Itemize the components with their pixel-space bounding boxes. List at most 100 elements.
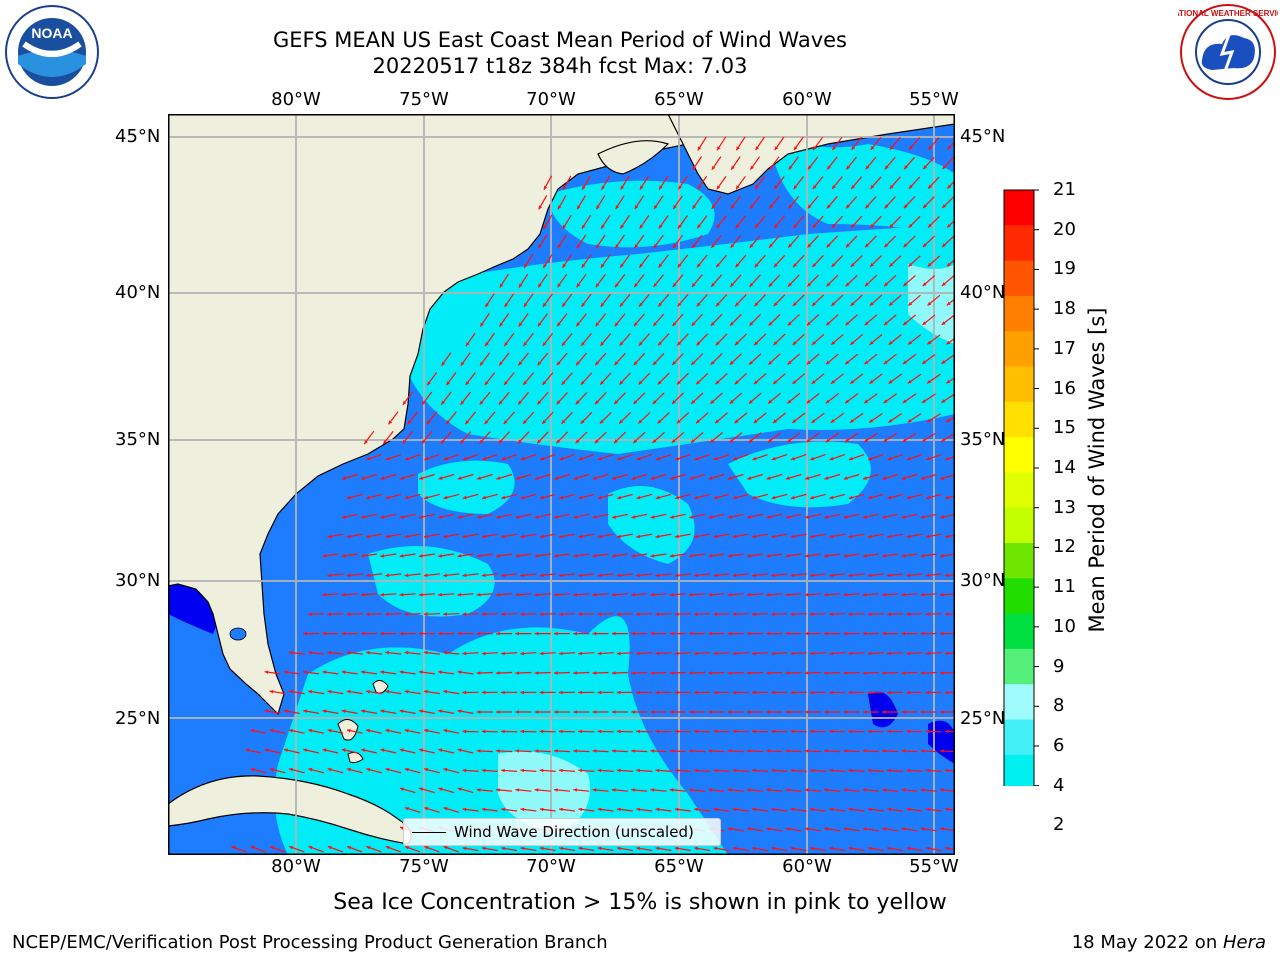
wave-direction-arrowhead (477, 476, 482, 480)
colorbar-segment (1004, 648, 1034, 685)
wave-direction-arrowhead (865, 204, 870, 209)
wave-direction-arrowhead (385, 767, 390, 772)
wave-direction-arrowhead (941, 438, 946, 442)
wave-direction-arrowhead (754, 263, 759, 268)
wave-direction-arrowhead (388, 420, 393, 425)
wave-direction-arrowhead (443, 689, 448, 694)
wave-direction-arrowhead (573, 788, 578, 792)
wave-direction-arrowhead (882, 476, 887, 480)
wave-direction-arrowhead (754, 302, 759, 307)
wave-direction-arrowhead (771, 534, 776, 539)
wave-direction-arrowhead (812, 224, 817, 228)
wave-direction-arrowhead (672, 283, 677, 287)
wave-direction-arrowhead (515, 710, 519, 714)
wave-direction-arrowhead (385, 495, 390, 500)
wave-direction-arrowhead (824, 554, 829, 558)
wave-direction-arrowhead (785, 476, 790, 480)
wave-direction-arrowhead (399, 554, 404, 558)
wave-direction-arrowhead (824, 671, 828, 675)
wave-direction-arrowhead (862, 671, 867, 675)
wave-direction-arrowhead (520, 690, 524, 695)
wave-direction-arrowhead (457, 515, 462, 519)
wave-direction-arrowhead (308, 689, 312, 694)
nws-logo-text: NATIONAL WEATHER SERVICE (1178, 9, 1278, 18)
wave-direction-arrowhead (485, 303, 489, 308)
wave-direction-arrowhead (785, 554, 790, 558)
wave-direction-arrowhead (696, 302, 701, 307)
wave-direction-arrowhead (669, 554, 674, 558)
wave-direction-arrowhead (559, 690, 563, 695)
wave-direction-arrowhead (673, 244, 677, 248)
wave-direction-arrowhead (443, 612, 447, 616)
wave-direction-arrowhead (402, 400, 407, 405)
wave-direction-arrowhead (650, 788, 655, 792)
wave-direction-arrowhead (806, 399, 811, 404)
wave-direction-arrowhead (792, 341, 797, 345)
wave-direction-arrowhead (611, 631, 616, 636)
wave-direction-arrowhead (573, 749, 577, 753)
lon-label-bottom-65w: 65°W (654, 856, 704, 877)
wave-direction-arrowhead (675, 495, 679, 500)
colorbar-segment (1004, 578, 1034, 615)
wave-direction-arrowhead (734, 419, 739, 424)
wave-direction-arrowhead (600, 341, 605, 346)
wave-direction-arrowhead (597, 846, 602, 851)
wave-direction-arrowhead (264, 670, 269, 674)
wave-direction-arrowhead (736, 146, 740, 151)
wave-direction-arrowhead (499, 322, 503, 327)
wave-direction-arrowhead (940, 827, 944, 831)
wave-direction-arrowhead (945, 729, 949, 734)
wave-direction-arrowhead (848, 612, 853, 616)
wave-direction-arrowhead (457, 631, 462, 636)
footer-organization: NCEP/EMC/Verification Post Processing Pr… (12, 932, 608, 953)
wave-direction-arrowhead (713, 768, 718, 773)
wave-direction-arrowhead (790, 690, 795, 695)
wave-direction-arrowhead (462, 651, 467, 656)
wave-direction-arrowhead (465, 381, 470, 386)
wave-direction-arrowhead (559, 651, 563, 656)
wave-direction-arrowhead (771, 456, 776, 461)
wave-direction-arrowhead (771, 807, 776, 812)
wave-direction-arrowhead (501, 651, 505, 656)
colorbar-tick-label: 16 (1053, 377, 1076, 399)
wave-direction-arrowhead (438, 787, 443, 791)
wave-direction-arrowhead (617, 807, 621, 812)
wave-direction-arrowhead (615, 283, 619, 288)
wave-direction-arrowhead (829, 846, 834, 851)
wave-direction-arrowhead (694, 846, 698, 851)
wave-direction-arrowhead (419, 515, 423, 519)
wave-direction-arrowhead (887, 729, 891, 734)
wave-direction-arrowhead (342, 476, 346, 480)
wave-direction-arrowhead (790, 729, 795, 734)
wave-direction-arrowhead (851, 224, 855, 228)
wave-direction-arrowhead (534, 749, 539, 753)
wave-direction-arrowhead (870, 184, 875, 189)
wave-direction-arrowhead (539, 729, 544, 734)
wave-direction-arrowhead (927, 340, 932, 345)
wave-direction-arrowhead (481, 573, 486, 578)
footer-machine: Hera (1222, 932, 1266, 953)
wave-direction-arrowhead (636, 846, 641, 851)
colorbar-segment (1004, 366, 1034, 403)
wave-direction-arrowhead (538, 283, 542, 288)
wave-direction-arrowhead (347, 846, 352, 850)
wave-direction-arrowhead (380, 748, 385, 752)
wave-direction-arrowhead (462, 729, 467, 734)
wave-direction-arrowhead (848, 807, 853, 812)
wave-direction-arrowhead (732, 612, 737, 616)
wave-direction-arrowhead (674, 534, 679, 539)
wave-direction-arrowhead (481, 768, 486, 773)
wave-direction-arrowhead (888, 419, 893, 423)
wave-direction-arrowhead (940, 631, 944, 636)
wave-direction-arrowhead (734, 380, 739, 385)
wave-direction-arrowhead (947, 223, 951, 228)
wave-direction-arrowhead (423, 650, 428, 655)
wave-direction-arrowhead (925, 573, 930, 578)
wave-direction-arrowhead (901, 788, 906, 792)
wave-direction-arrowhead (867, 534, 872, 539)
wave-direction-arrowhead (496, 671, 500, 675)
wave-direction-arrowhead (597, 651, 602, 656)
wave-direction-arrowhead (575, 439, 580, 444)
wave-direction-arrowhead (774, 224, 778, 229)
wave-direction-arrowhead (404, 612, 409, 616)
